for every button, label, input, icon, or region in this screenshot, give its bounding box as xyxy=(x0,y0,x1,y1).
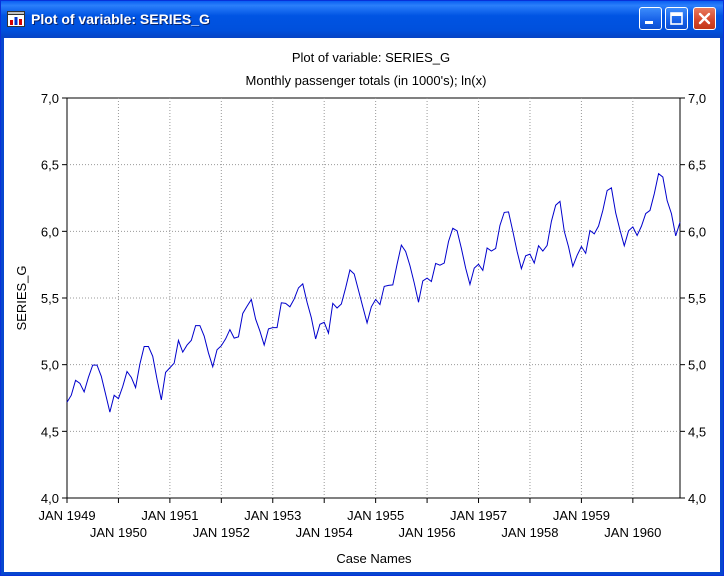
x-tick-label: JAN 1957 xyxy=(450,508,507,523)
y-tick-label: 4,5 xyxy=(688,424,706,439)
y-tick-label: 7,0 xyxy=(41,91,59,106)
window-frame-left xyxy=(1,38,4,575)
close-icon xyxy=(698,12,711,25)
y-tick-label: 7,0 xyxy=(688,91,706,106)
line-chart: Plot of variable: SERIES_G Monthly passe… xyxy=(14,50,706,566)
x-tick-label: JAN 1950 xyxy=(90,525,147,540)
chart-title: Plot of variable: SERIES_G xyxy=(292,50,450,65)
x-tick-label: JAN 1954 xyxy=(296,525,353,540)
y-tick-label: 4,5 xyxy=(41,424,59,439)
y-tick-label: 5,5 xyxy=(41,291,59,306)
window-frame-right xyxy=(720,38,723,575)
title-bar[interactable]: Plot of variable: SERIES_G xyxy=(1,1,723,38)
y-axis-right: 4,0 4,5 5,0 5,5 6,0 6,5 7,0 xyxy=(680,91,706,506)
grid-lines xyxy=(67,98,680,498)
y-tick-label: 5,0 xyxy=(41,358,59,373)
y-tick-label: 6,5 xyxy=(688,158,706,173)
chart-subtitle: Monthly passenger totals (in 1000's); ln… xyxy=(246,73,487,88)
close-button[interactable] xyxy=(693,7,716,30)
y-tick-label: 6,5 xyxy=(41,158,59,173)
y-tick-label: 4,0 xyxy=(688,491,706,506)
graph-app-icon xyxy=(7,11,25,27)
minimize-icon xyxy=(645,21,653,24)
x-tick-label: JAN 1958 xyxy=(501,525,558,540)
window-frame-bottom xyxy=(1,572,723,575)
series-line xyxy=(66,172,681,413)
maximize-icon xyxy=(670,12,683,25)
y-tick-label: 6,0 xyxy=(41,224,59,239)
x-tick-label: JAN 1956 xyxy=(399,525,456,540)
maximize-button[interactable] xyxy=(665,7,688,30)
x-axis-label: Case Names xyxy=(336,551,412,566)
x-tick-label: JAN 1960 xyxy=(604,525,661,540)
x-tick-label: JAN 1951 xyxy=(141,508,198,523)
x-axis: JAN 1949 JAN 1950 JAN 1951 JAN 1952 JAN 1953… xyxy=(38,498,661,540)
y-tick-label: 4,0 xyxy=(41,491,59,506)
x-tick-label: JAN 1952 xyxy=(193,525,250,540)
x-tick-label: JAN 1959 xyxy=(553,508,610,523)
y-axis-left: 4,0 4,5 5,0 5,5 6,0 6,5 7,0 xyxy=(41,91,67,506)
minimize-button[interactable] xyxy=(639,7,662,30)
y-tick-label: 5,0 xyxy=(688,358,706,373)
window-title: Plot of variable: SERIES_G xyxy=(31,11,210,27)
y-tick-label: 5,5 xyxy=(688,291,706,306)
x-tick-label: JAN 1949 xyxy=(38,508,95,523)
y-tick-label: 6,0 xyxy=(688,224,706,239)
x-tick-label: JAN 1955 xyxy=(347,508,404,523)
y-axis-label: SERIES_G xyxy=(14,265,29,330)
x-tick-label: JAN 1953 xyxy=(244,508,301,523)
